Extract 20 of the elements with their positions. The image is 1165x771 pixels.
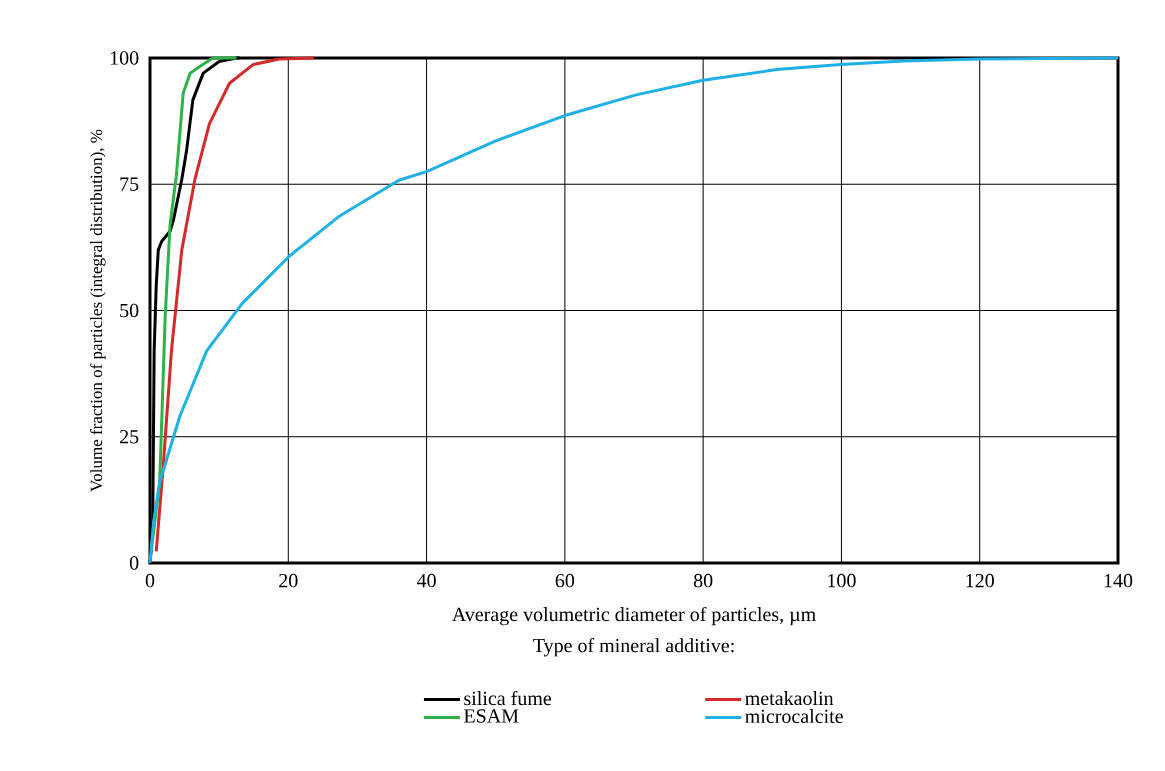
y-axis-title: Volume fraction of particles (integral distribution), % [89,129,106,492]
legend-title: Type of mineral additive: [533,638,734,657]
x-tick-label: 120 [966,573,994,588]
y-tick-label: 0 [129,556,139,570]
y-tick-label: 25 [120,430,139,444]
x-tick-label: 140 [1104,573,1133,588]
legend-label: microcalcite [745,708,843,724]
y-tick-label: 50 [120,303,139,318]
x-tick-label: 20 [279,573,298,588]
x-tick-label: 40 [416,573,436,588]
x-tick-label: 100 [828,573,856,588]
y-tick-label: 75 [120,177,139,191]
x-axis-title: Average volumetric diameter of particles, µm [452,606,816,626]
legend-label: metakaolin [745,691,834,706]
y-tick-label: 100 [110,51,139,65]
legend-label: ESAM [464,709,519,723]
x-tick-label: 0 [145,573,155,588]
legend-label: silica fume [464,690,552,706]
x-tick-label: 80 [693,573,713,588]
x-tick-label: 60 [555,573,575,588]
